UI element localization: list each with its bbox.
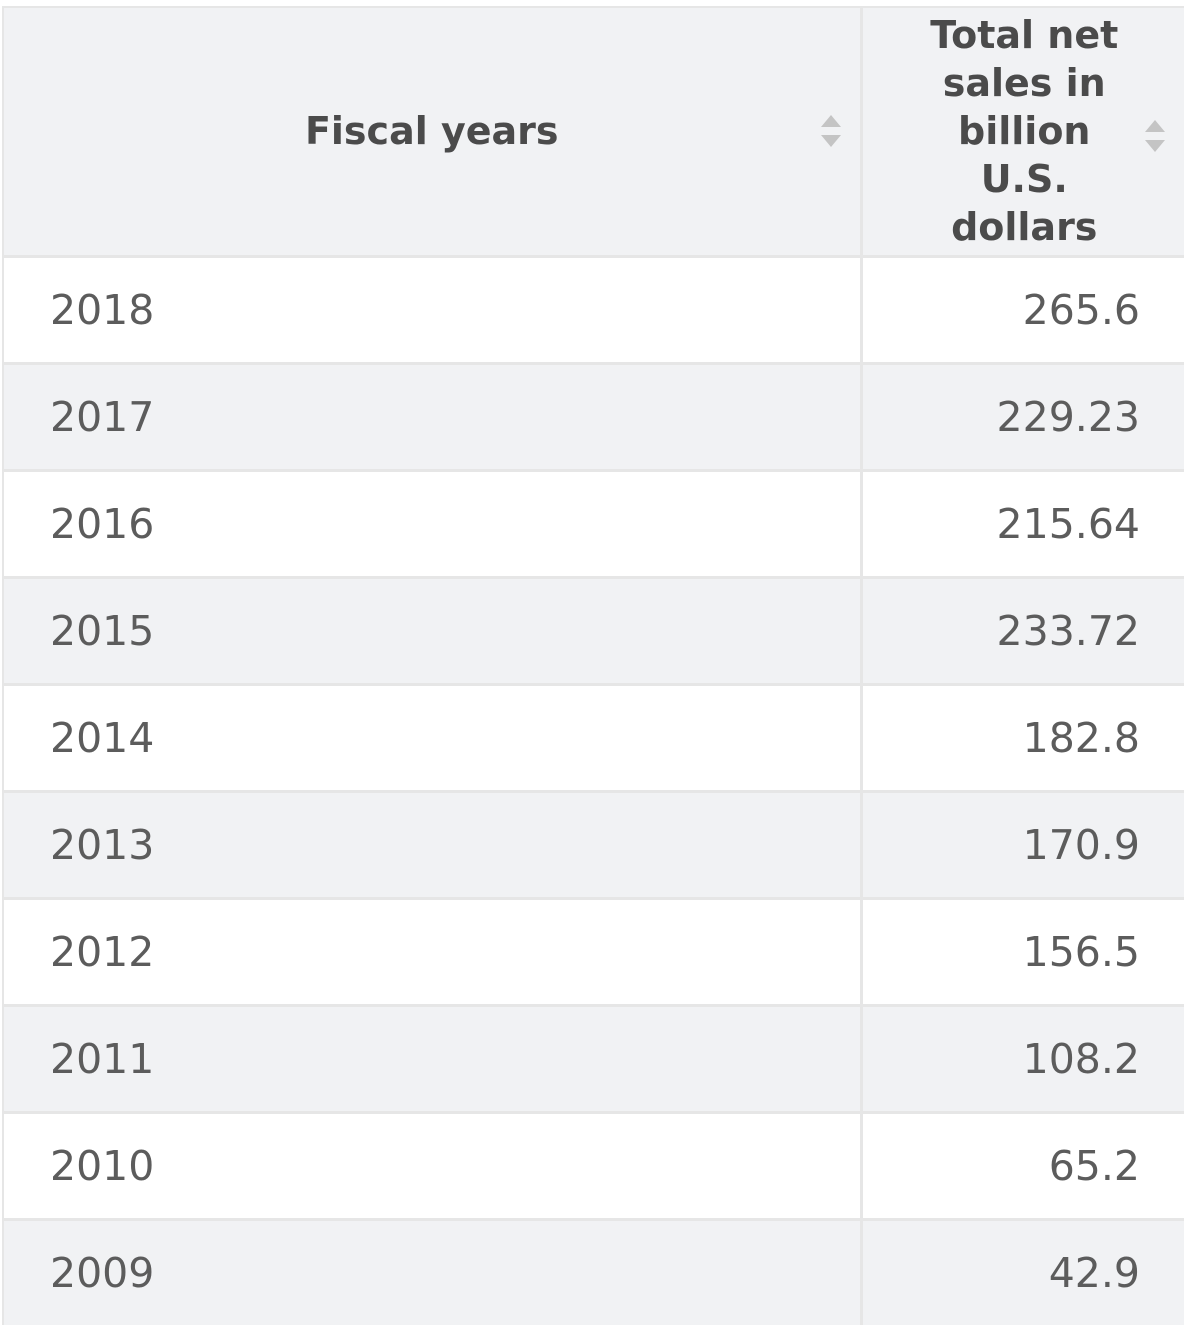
cell-net-sales-value: 215.64 — [861, 470, 1184, 577]
column-header-label: Fiscal years — [4, 107, 860, 155]
cell-fiscal-year: 2012 — [3, 898, 861, 1005]
cell-net-sales-value: 156.5 — [861, 898, 1184, 1005]
cell-net-sales-value: 182.8 — [861, 684, 1184, 791]
cell-net-sales-value: 265.6 — [861, 256, 1184, 363]
cell-net-sales-value: 65.2 — [861, 1112, 1184, 1219]
data-table: Fiscal years Total net sales in billion … — [2, 8, 1184, 1325]
cell-net-sales-value: 233.72 — [861, 577, 1184, 684]
cell-net-sales-value: 170.9 — [861, 791, 1184, 898]
cell-fiscal-year: 2010 — [3, 1112, 861, 1219]
cell-fiscal-year: 2013 — [3, 791, 861, 898]
table-header: Fiscal years Total net sales in billion … — [3, 8, 1184, 256]
sort-arrows-icon[interactable] — [1144, 118, 1166, 154]
cell-net-sales-value: 42.9 — [861, 1219, 1184, 1325]
cell-fiscal-year: 2014 — [3, 684, 861, 791]
cell-fiscal-year: 2015 — [3, 577, 861, 684]
column-header-label: Total net sales in billion U.S. dollars — [863, 11, 1184, 251]
cell-net-sales-value: 229.23 — [861, 363, 1184, 470]
cell-fiscal-year: 2017 — [3, 363, 861, 470]
column-header-fiscal-years[interactable]: Fiscal years — [3, 8, 861, 256]
cell-fiscal-year: 2016 — [3, 470, 861, 577]
header-row: Fiscal years Total net sales in billion … — [3, 8, 1184, 256]
cell-fiscal-year: 2018 — [3, 256, 861, 363]
cell-fiscal-year: 2011 — [3, 1005, 861, 1112]
data-table-container: Fiscal years Total net sales in billion … — [2, 6, 1184, 1325]
cell-fiscal-year: 2009 — [3, 1219, 861, 1325]
column-header-total-net-sales[interactable]: Total net sales in billion U.S. dollars — [861, 8, 1184, 256]
sort-arrows-icon[interactable] — [820, 113, 842, 149]
cell-net-sales-value: 108.2 — [861, 1005, 1184, 1112]
